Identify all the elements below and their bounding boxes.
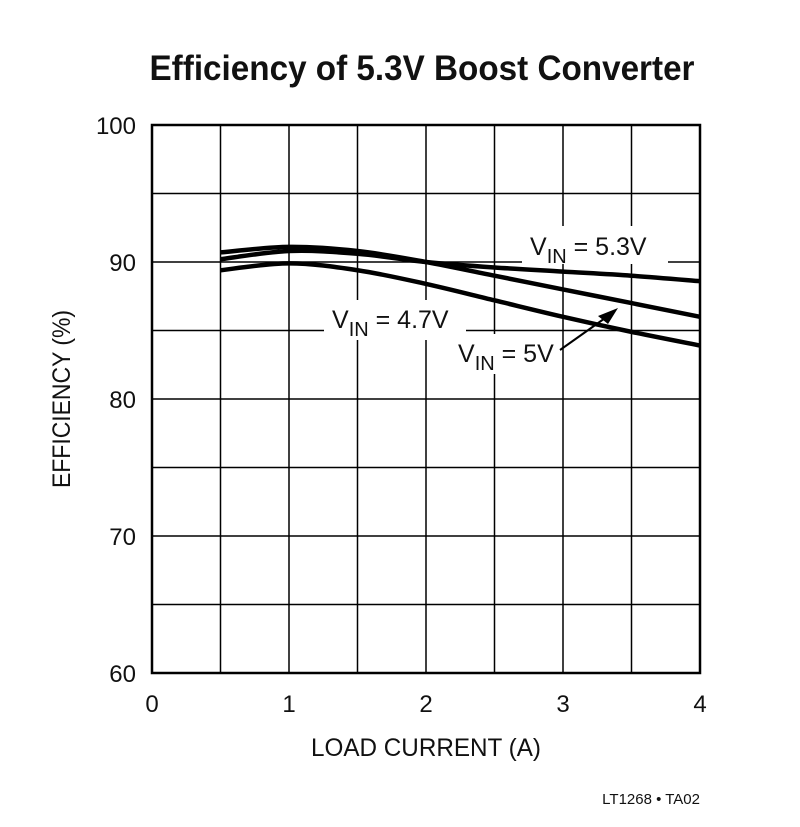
y-axis-label: EFFICIENCY (%)	[48, 310, 76, 488]
series-label: VIN = 5.3V	[530, 233, 647, 268]
y-tick-label: 60	[109, 661, 136, 688]
y-tick-label: 80	[109, 387, 136, 414]
y-tick-label: 70	[109, 524, 136, 551]
series-label: VIN = 4.7V	[332, 306, 449, 341]
plot-frame	[150, 123, 702, 675]
series-lines	[220, 244, 701, 348]
series-line	[220, 248, 701, 284]
series-label-background	[450, 334, 562, 374]
chart-title: Efficiency of 5.3V Boost Converter	[150, 49, 695, 88]
series-label-background	[324, 300, 466, 340]
x-tick-label: 0	[145, 691, 158, 718]
x-tick-label: 4	[693, 691, 706, 718]
tick-labels: 0 1 2 3 4 60 70 80 90 100	[96, 113, 707, 718]
footnote: LT1268 • TA02	[602, 791, 700, 808]
y-tick-label: 100	[96, 113, 136, 140]
series-labels: VIN = 5.3V VIN = 5V VIN = 4.7V	[324, 226, 668, 375]
arrow	[559, 308, 618, 351]
x-tick-label: 1	[282, 691, 295, 718]
series-label: VIN = 5V	[458, 340, 554, 375]
series-line	[220, 244, 701, 320]
series-line	[220, 261, 701, 348]
x-tick-label: 2	[419, 691, 432, 718]
series-label-background	[522, 226, 668, 264]
grid	[150, 123, 702, 675]
x-axis-label: LOAD CURRENT (A)	[311, 734, 541, 762]
x-tick-label: 3	[556, 691, 569, 718]
y-tick-label: 90	[109, 250, 136, 277]
